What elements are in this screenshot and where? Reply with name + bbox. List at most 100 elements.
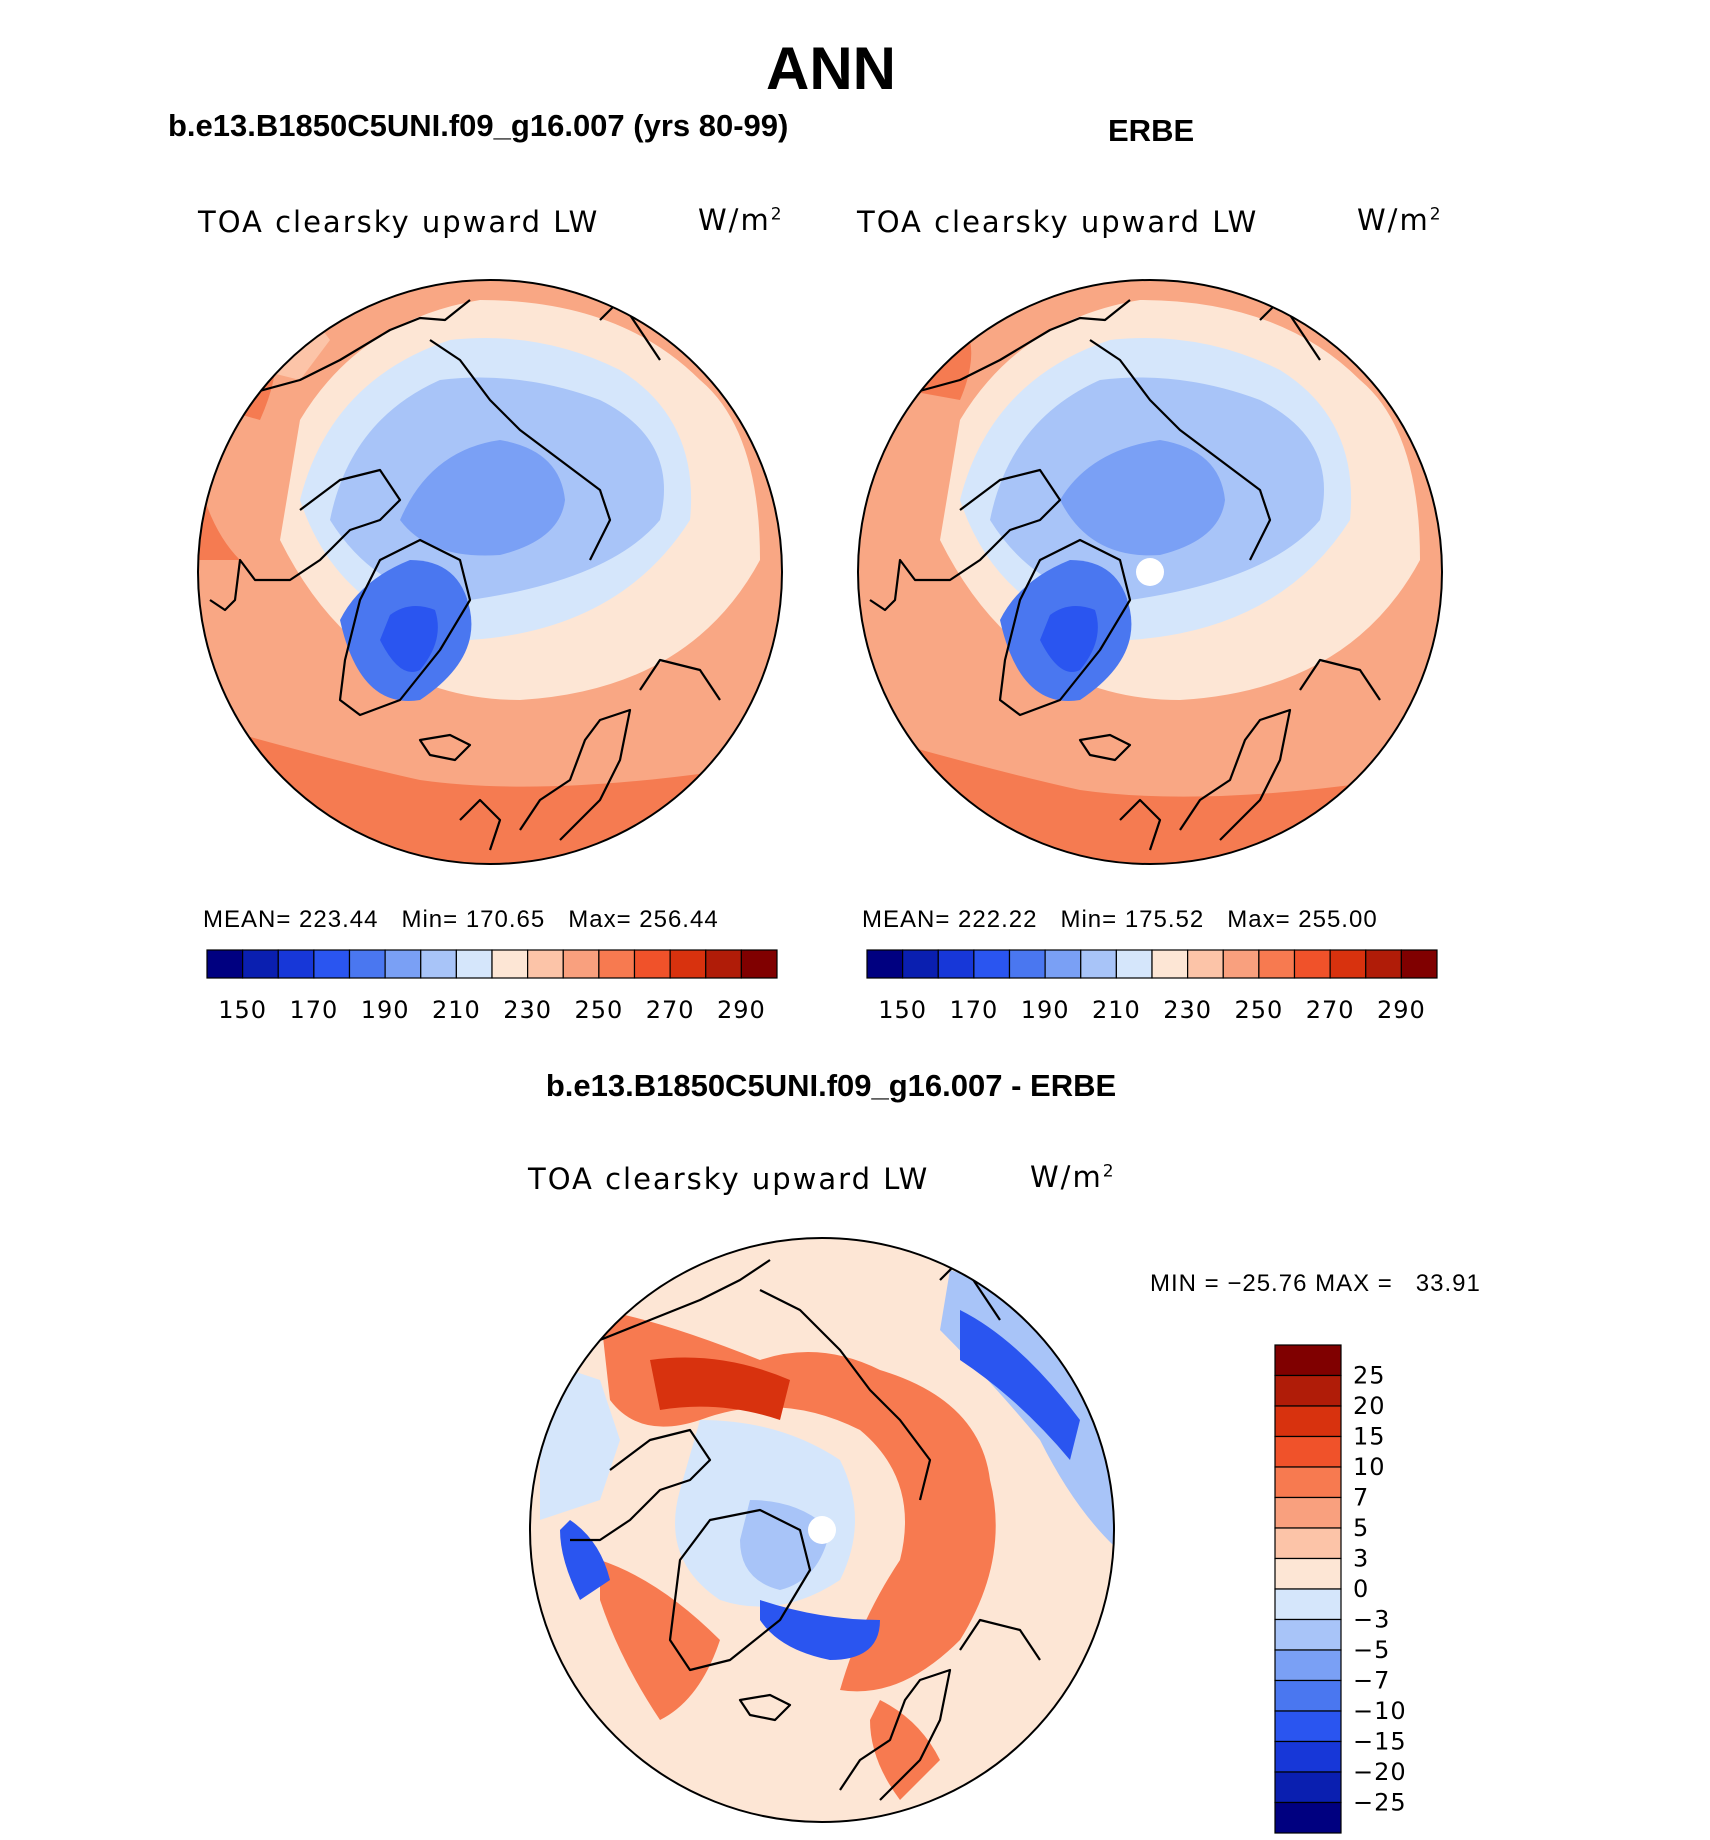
- diff-colorbar-box: [1274, 1679, 1342, 1712]
- model-colorbar-box: [420, 949, 457, 979]
- obs-colorbar-tick-label: 170: [949, 996, 998, 1024]
- model-colorbar-tick-label: 150: [218, 996, 267, 1024]
- diff-colorbar-box: [1274, 1801, 1342, 1834]
- model-max-label: Max=: [568, 906, 632, 933]
- model-min-label: Min=: [401, 906, 459, 933]
- obs-colorbar-box: [1222, 949, 1260, 979]
- obs-colorbar-tick-label: 150: [878, 996, 927, 1024]
- diff-colorbar-tick-label: 25: [1353, 1362, 1386, 1390]
- obs-colorbar-box: [1329, 949, 1367, 979]
- model-stats: MEAN= 223.44 Min= 170.65 Max= 256.44: [203, 906, 719, 934]
- model-min-value: 170.65: [465, 906, 546, 933]
- model-colorbar-tick-label: 250: [574, 996, 623, 1024]
- obs-colorbar-box: [937, 949, 975, 979]
- diff-colorbar-tick-label: −7: [1353, 1667, 1390, 1695]
- diff-colorbar-tick-label: 7: [1353, 1484, 1369, 1512]
- diff-colorbar-tick-label: −10: [1353, 1697, 1407, 1725]
- obs-pole-hole: [1136, 558, 1164, 586]
- diff-colorbar-box: [1274, 1344, 1342, 1377]
- model-colorbar-box: [277, 949, 315, 979]
- model-polar-map: [197, 279, 783, 865]
- diff-colorbar-box: [1274, 1496, 1342, 1529]
- model-case-title: b.e13.B1850C5UNI.f09_g16.007 (yrs 80-99): [168, 108, 789, 143]
- obs-min-label: Min=: [1060, 906, 1118, 933]
- model-colorbar-tick-label: 190: [361, 996, 410, 1024]
- model-colorbar-box: [598, 949, 636, 979]
- diff-minmax: MIN = −25.76 MAX = 33.91: [1150, 1270, 1481, 1297]
- diff-colorbar-box: [1274, 1740, 1342, 1773]
- obs-mean-label: MEAN=: [862, 906, 951, 933]
- obs-colorbar-tick-label: 190: [1021, 996, 1070, 1024]
- diff-variable-label: TOA clearsky upward LW: [528, 1162, 930, 1196]
- obs-dataset-title: ERBE: [1108, 113, 1195, 148]
- diff-colorbar-tick-label: 15: [1353, 1423, 1386, 1451]
- obs-colorbar-box: [1258, 949, 1296, 979]
- model-mean-value: 223.44: [299, 906, 379, 933]
- model-colorbar-box: [455, 949, 493, 979]
- obs-mean-value: 222.22: [958, 906, 1038, 933]
- diff-colorbar-tick-label: 10: [1353, 1453, 1386, 1481]
- diff-pole-hole: [808, 1516, 836, 1544]
- obs-colorbar-tick-label: 270: [1306, 996, 1355, 1024]
- diff-colorbar-tick-label: −25: [1353, 1789, 1407, 1817]
- diff-units-base: W/m: [1030, 1160, 1103, 1194]
- obs-colorbar-box: [866, 949, 904, 979]
- model-colorbar-tick-label: 270: [646, 996, 695, 1024]
- diff-colorbar-box: [1274, 1527, 1342, 1560]
- obs-units-label: W/m2: [1357, 203, 1443, 237]
- model-colorbar-box: [527, 949, 564, 979]
- obs-colorbar-box: [1365, 949, 1402, 979]
- model-colorbar-box: [705, 949, 742, 979]
- diff-colorbar-box: [1274, 1435, 1342, 1468]
- model-colorbar-box: [740, 949, 778, 979]
- model-colorbar-tick-label: 210: [432, 996, 481, 1024]
- obs-colorbar-box: [1151, 949, 1189, 979]
- diff-colorbar-box: [1274, 1557, 1342, 1590]
- diff-colorbar-tick-label: 3: [1353, 1545, 1369, 1573]
- model-units-base: W/m: [698, 203, 771, 237]
- model-variable-label: TOA clearsky upward LW: [198, 205, 600, 239]
- obs-units-base: W/m: [1357, 203, 1430, 237]
- obs-colorbar-tick-label: 250: [1234, 996, 1283, 1024]
- diff-colorbar-box: [1274, 1649, 1342, 1682]
- obs-colorbar-tick-label: 290: [1377, 996, 1426, 1024]
- page-title: ANN: [766, 35, 896, 102]
- obs-colorbar-tick-label: 210: [1092, 996, 1141, 1024]
- model-units-label: W/m2: [698, 203, 784, 237]
- diff-colorbar-tick-label: 20: [1353, 1392, 1386, 1420]
- obs-units-exp: 2: [1429, 204, 1443, 225]
- diff-polar-map: [529, 1237, 1115, 1823]
- diff-colorbar-tick-label: −3: [1353, 1606, 1390, 1634]
- obs-colorbar-box: [1293, 949, 1331, 979]
- model-mean-label: MEAN=: [203, 906, 292, 933]
- obs-colorbar-box: [1080, 949, 1117, 979]
- model-colorbar-tick-label: 230: [503, 996, 552, 1024]
- obs-max-label: Max=: [1227, 906, 1291, 933]
- obs-min-value: 175.52: [1124, 906, 1205, 933]
- obs-colorbar-tick-label: 230: [1163, 996, 1212, 1024]
- model-colorbar-box: [313, 949, 351, 979]
- model-colorbar-box: [669, 949, 707, 979]
- obs-colorbar-box: [1115, 949, 1153, 979]
- diff-colorbar-tick-label: −20: [1353, 1758, 1407, 1786]
- model-colorbar-box: [242, 949, 279, 979]
- model-colorbar-box: [206, 949, 244, 979]
- model-colorbar-tick-label: 290: [717, 996, 766, 1024]
- obs-polar-map: [857, 279, 1443, 865]
- model-colorbar-box: [491, 949, 529, 979]
- obs-colorbar-box: [1187, 949, 1224, 979]
- obs-stats: MEAN= 222.22 Min= 175.52 Max= 255.00: [862, 906, 1378, 934]
- diff-colorbar-tick-label: 0: [1353, 1575, 1369, 1603]
- diff-colorbar-tick-label: −5: [1353, 1636, 1390, 1664]
- diff-colorbar-box: [1274, 1374, 1342, 1407]
- model-colorbar-box: [348, 949, 386, 979]
- model-max-value: 256.44: [639, 906, 719, 933]
- model-units-exp: 2: [770, 204, 784, 225]
- obs-colorbar-box: [1400, 949, 1438, 979]
- model-colorbar-tick-label: 170: [289, 996, 338, 1024]
- obs-colorbar-box: [1044, 949, 1082, 979]
- diff-colorbar-box: [1274, 1618, 1342, 1651]
- diff-colorbar-box: [1274, 1771, 1342, 1804]
